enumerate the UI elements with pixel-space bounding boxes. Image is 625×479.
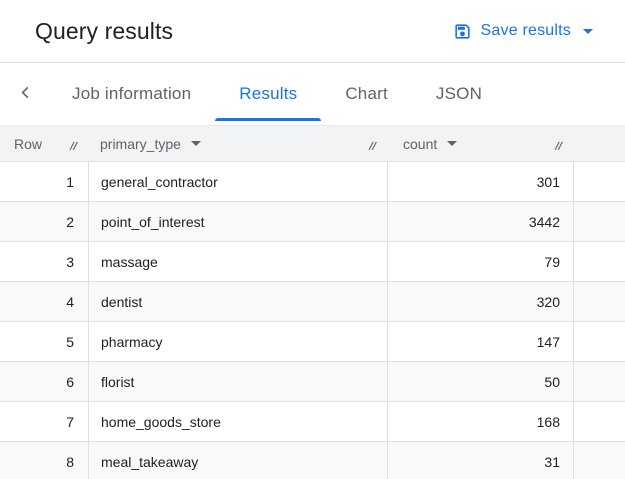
- row-number-cell: 2: [66, 213, 74, 230]
- tab-results[interactable]: Results: [215, 63, 322, 125]
- spacer-cell: [573, 242, 625, 281]
- count-cell: 168: [387, 402, 573, 441]
- primary-type-cell: pharmacy: [88, 322, 387, 361]
- column-header-spacer: [573, 126, 625, 161]
- spacer-cell: [573, 402, 625, 441]
- primary-type-cell: home_goods_store: [88, 402, 387, 441]
- row-number-cell: 4: [66, 293, 74, 310]
- count-cell: 147: [387, 322, 573, 361]
- count-cell: 3442: [387, 202, 573, 241]
- column-menu-caret-icon[interactable]: [447, 141, 458, 146]
- column-label: Row: [14, 135, 43, 152]
- topbar: Query results Save results: [0, 0, 625, 63]
- save-dropdown-caret-icon: [583, 28, 593, 34]
- tab-label: Results: [239, 84, 298, 103]
- spacer-cell: [573, 442, 625, 479]
- primary-type-cell: massage: [88, 242, 387, 281]
- tab-chart[interactable]: Chart: [321, 63, 412, 125]
- column-header-primary-type: primary_type: [88, 126, 387, 161]
- column-resize-handle[interactable]: [552, 139, 565, 152]
- spacer-cell: [573, 202, 625, 241]
- row-number-cell: 1: [66, 173, 74, 190]
- count-cell: 50: [387, 362, 573, 401]
- results-table: Row primary_type count: [0, 125, 625, 479]
- chevron-left-icon: [18, 85, 33, 103]
- tab-label: JSON: [435, 84, 483, 103]
- column-menu-caret-icon[interactable]: [190, 141, 201, 146]
- table-row: 7 home_goods_store 168: [0, 402, 625, 442]
- primary-type-cell: dentist: [88, 282, 387, 321]
- row-number-cell: 3: [66, 253, 74, 270]
- column-resize-handle[interactable]: [67, 139, 80, 152]
- spacer-cell: [573, 322, 625, 361]
- primary-type-cell: point_of_interest: [88, 202, 387, 241]
- spacer-cell: [573, 162, 625, 201]
- save-results-label: Save results: [480, 22, 571, 39]
- count-cell: 79: [387, 242, 573, 281]
- count-cell: 320: [387, 282, 573, 321]
- tab-label: Job information: [72, 84, 192, 103]
- row-number-cell: 7: [66, 413, 74, 430]
- table-row: 5 pharmacy 147: [0, 322, 625, 362]
- primary-type-cell: florist: [88, 362, 387, 401]
- tab-json[interactable]: JSON: [412, 63, 506, 125]
- row-number-cell: 6: [66, 373, 74, 390]
- count-cell: 301: [387, 162, 573, 201]
- spacer-cell: [573, 362, 625, 401]
- count-cell: 31: [387, 442, 573, 479]
- primary-type-cell: general_contractor: [88, 162, 387, 201]
- tab-label: Chart: [345, 84, 388, 103]
- page-title: Query results: [35, 17, 174, 44]
- save-results-button[interactable]: Save results: [453, 22, 593, 41]
- table-row: 2 point_of_interest 3442: [0, 202, 625, 242]
- column-header-count: count: [387, 126, 573, 161]
- tab-job-information[interactable]: Job information: [48, 63, 215, 125]
- row-number-cell: 8: [66, 453, 74, 470]
- save-icon: [453, 22, 472, 41]
- table-header-row: Row primary_type count: [0, 125, 625, 162]
- column-resize-handle[interactable]: [366, 139, 379, 152]
- table-body: 1 general_contractor 301 2 point_of_inte…: [0, 162, 625, 479]
- table-row: 1 general_contractor 301: [0, 162, 625, 202]
- column-label: count: [403, 135, 438, 152]
- table-row: 3 massage 79: [0, 242, 625, 282]
- column-header-row: Row: [0, 126, 88, 161]
- table-row: 6 florist 50: [0, 362, 625, 402]
- table-row: 4 dentist 320: [0, 282, 625, 322]
- row-number-cell: 5: [66, 333, 74, 350]
- tab-bar: Job information Results Chart JSON: [0, 63, 625, 125]
- table-row: 8 meal_takeaway 31: [0, 442, 625, 479]
- tabs-scroll-left-button[interactable]: [8, 63, 42, 125]
- primary-type-cell: meal_takeaway: [88, 442, 387, 479]
- spacer-cell: [573, 282, 625, 321]
- column-label: primary_type: [100, 135, 181, 152]
